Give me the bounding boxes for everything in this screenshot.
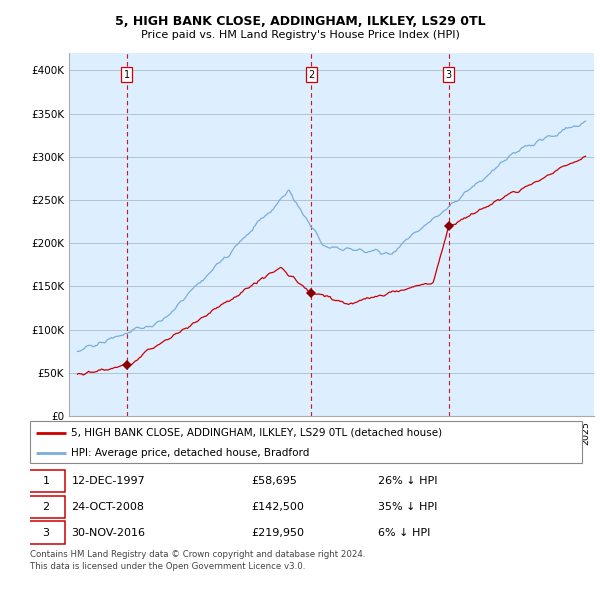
Text: Price paid vs. HM Land Registry's House Price Index (HPI): Price paid vs. HM Land Registry's House … xyxy=(140,30,460,40)
Text: 35% ↓ HPI: 35% ↓ HPI xyxy=(378,502,437,512)
Text: HPI: Average price, detached house, Bradford: HPI: Average price, detached house, Brad… xyxy=(71,448,310,457)
Text: 5, HIGH BANK CLOSE, ADDINGHAM, ILKLEY, LS29 0TL (detached house): 5, HIGH BANK CLOSE, ADDINGHAM, ILKLEY, L… xyxy=(71,428,443,438)
Text: 2: 2 xyxy=(43,502,50,512)
Text: 3: 3 xyxy=(446,70,452,80)
Text: 1: 1 xyxy=(124,70,130,80)
Text: 30-NOV-2016: 30-NOV-2016 xyxy=(71,528,145,537)
Text: £58,695: £58,695 xyxy=(251,476,296,486)
Text: 1: 1 xyxy=(43,476,50,486)
Text: 3: 3 xyxy=(43,528,50,537)
Text: 24-OCT-2008: 24-OCT-2008 xyxy=(71,502,145,512)
Text: 2: 2 xyxy=(308,70,314,80)
Text: 12-DEC-1997: 12-DEC-1997 xyxy=(71,476,145,486)
Text: 6% ↓ HPI: 6% ↓ HPI xyxy=(378,528,430,537)
FancyBboxPatch shape xyxy=(27,522,65,544)
Text: 5, HIGH BANK CLOSE, ADDINGHAM, ILKLEY, LS29 0TL: 5, HIGH BANK CLOSE, ADDINGHAM, ILKLEY, L… xyxy=(115,15,485,28)
FancyBboxPatch shape xyxy=(30,421,582,463)
Text: £142,500: £142,500 xyxy=(251,502,304,512)
Text: £219,950: £219,950 xyxy=(251,528,304,537)
Text: Contains HM Land Registry data © Crown copyright and database right 2024.
This d: Contains HM Land Registry data © Crown c… xyxy=(30,550,365,571)
FancyBboxPatch shape xyxy=(27,496,65,518)
Text: 26% ↓ HPI: 26% ↓ HPI xyxy=(378,476,437,486)
FancyBboxPatch shape xyxy=(27,470,65,492)
